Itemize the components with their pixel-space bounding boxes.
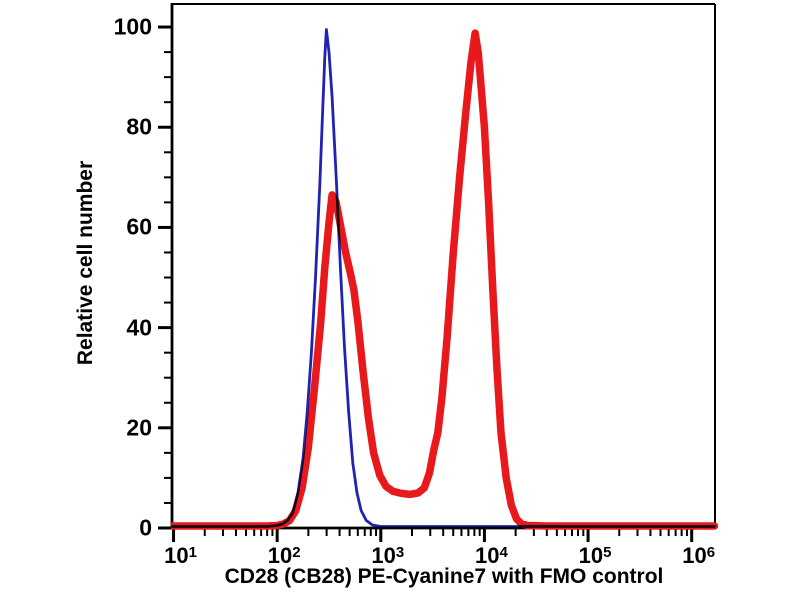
y-tick-label: 100 — [113, 13, 152, 40]
x-tick-label: 106 — [682, 543, 716, 568]
x-tick-label: 103 — [371, 543, 405, 568]
y-tick-label: 20 — [126, 414, 152, 441]
x-tick-label: 101 — [164, 543, 197, 568]
x-tick-label: 104 — [475, 543, 508, 568]
y-tick-label: 60 — [126, 213, 152, 240]
y-tick-label: 80 — [126, 113, 152, 140]
curve-fmo-control — [171, 28, 716, 528]
y-tick-label: 40 — [126, 314, 152, 341]
x-axis-title: CD28 (CB28) PE-Cyanine7 with FMO control — [224, 565, 664, 588]
x-tick-label: 102 — [267, 543, 301, 568]
x-tick-label: 105 — [578, 543, 612, 568]
curve-cd28-cb28-pe-cyanine7 — [171, 29, 718, 530]
y-tick-label: 0 — [139, 514, 152, 541]
y-axis-title: Relative cell number — [74, 160, 97, 366]
